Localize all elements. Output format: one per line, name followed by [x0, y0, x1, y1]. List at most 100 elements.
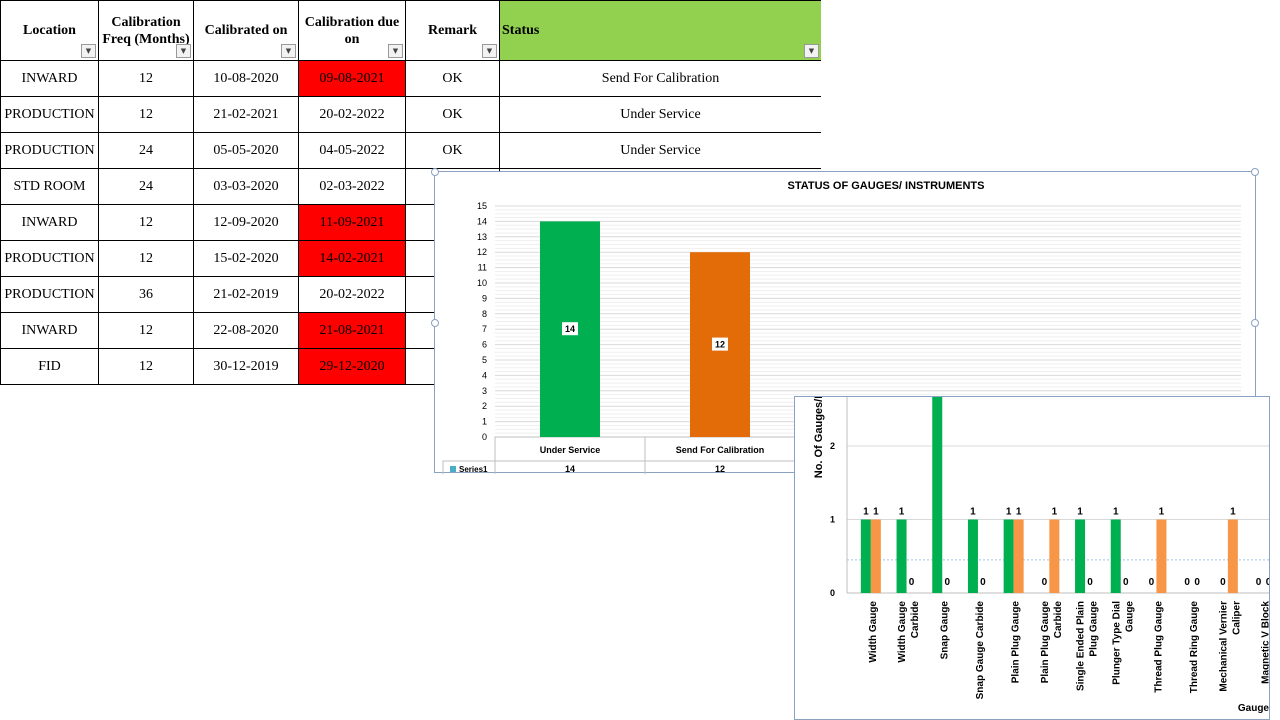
- data-label: 14: [565, 324, 575, 334]
- y-tick-label: 4: [482, 370, 487, 380]
- filter-dropdown-icon[interactable]: ▼: [804, 44, 819, 58]
- cell-calibration-freq[interactable]: 36: [98, 276, 194, 313]
- cell-calibrated-on[interactable]: 03-03-2020: [193, 168, 299, 205]
- cell-calibration-freq[interactable]: 12: [98, 204, 194, 241]
- filter-dropdown-icon[interactable]: ▼: [176, 44, 191, 58]
- cell-calibration-due[interactable]: 20-02-2022: [298, 96, 406, 133]
- cell-calibration-freq[interactable]: 12: [98, 60, 194, 97]
- cell-status[interactable]: Send For Calibration: [499, 60, 821, 97]
- header-calibration-due-label: Calibration due on: [304, 14, 400, 47]
- cell-calibrated-on[interactable]: 15-02-2020: [193, 240, 299, 277]
- filter-dropdown-icon[interactable]: ▼: [81, 44, 96, 58]
- data-label: 1: [873, 507, 879, 518]
- data-label: 1: [1016, 507, 1022, 518]
- data-label: 0: [1194, 577, 1200, 588]
- header-status-label: Status: [502, 23, 540, 38]
- y-tick-label: 2: [830, 441, 835, 451]
- resize-handle[interactable]: [1251, 319, 1259, 327]
- category-label: Send For Calibration: [676, 445, 765, 455]
- y-tick-label: 3: [482, 386, 487, 396]
- cell-location[interactable]: INWARD: [0, 312, 99, 349]
- cell-location[interactable]: INWARD: [0, 204, 99, 241]
- cell-calibration-due[interactable]: 11-09-2021: [298, 204, 406, 241]
- cell-calibration-due[interactable]: 14-02-2021: [298, 240, 406, 277]
- header-location[interactable]: Location ▼: [0, 0, 99, 61]
- data-label: 0: [1220, 577, 1226, 588]
- cell-calibration-freq[interactable]: 24: [98, 168, 194, 205]
- y-axis-title: No. Of Gauges/I: [813, 397, 825, 478]
- data-label: 0: [1087, 577, 1093, 588]
- y-tick-label: 5: [482, 355, 487, 365]
- cell-location[interactable]: STD ROOM: [0, 168, 99, 205]
- resize-handle[interactable]: [431, 319, 439, 327]
- cell-status[interactable]: Under Service: [499, 132, 821, 169]
- resize-handle[interactable]: [431, 168, 439, 176]
- header-remark[interactable]: Remark ▼: [405, 0, 500, 61]
- cell-calibration-due[interactable]: 09-08-2021: [298, 60, 406, 97]
- legend-swatch: [450, 466, 456, 472]
- cell-calibrated-on[interactable]: 10-08-2020: [193, 60, 299, 97]
- x-tick-label: Snap Gauge: [939, 601, 950, 660]
- cell-calibration-freq[interactable]: 12: [98, 312, 194, 349]
- header-calibrated-on-label: Calibrated on: [204, 23, 288, 38]
- data-label: 0: [1149, 577, 1155, 588]
- cell-location[interactable]: PRODUCTION: [0, 96, 99, 133]
- bar-orange: [1227, 519, 1238, 593]
- y-tick-label: 0: [830, 588, 835, 598]
- header-calibration-due[interactable]: Calibration due on ▼: [298, 0, 406, 61]
- cell-calibrated-on[interactable]: 05-05-2020: [193, 132, 299, 169]
- y-tick-label: 1: [482, 417, 487, 427]
- cell-calibration-due[interactable]: 02-03-2022: [298, 168, 406, 205]
- cell-calibrated-on[interactable]: 21-02-2021: [193, 96, 299, 133]
- cell-location[interactable]: PRODUCTION: [0, 240, 99, 277]
- x-tick-label: Snap Gauge Carbide: [975, 601, 986, 700]
- cell-calibration-due[interactable]: 29-12-2020: [298, 348, 406, 385]
- cell-remark[interactable]: OK: [405, 96, 500, 133]
- cell-calibration-freq[interactable]: 12: [98, 240, 194, 277]
- gauge-count-chart[interactable]: No. Of Gauges/I 0 1 2 1 1 Width Gauge 1 0 Width G…: [794, 396, 1270, 720]
- cell-calibration-freq[interactable]: 24: [98, 132, 194, 169]
- cell-calibration-due[interactable]: 21-08-2021: [298, 312, 406, 349]
- filter-dropdown-icon[interactable]: ▼: [281, 44, 296, 58]
- data-label: 1: [1230, 507, 1236, 518]
- x-tick-label: Width Gauge: [868, 601, 879, 663]
- x-tick-label: Magnetic V Block: [1261, 601, 1270, 684]
- cell-calibration-freq[interactable]: 12: [98, 96, 194, 133]
- resize-handle[interactable]: [1251, 168, 1259, 176]
- header-calibration-freq[interactable]: Calibration Freq (Months) ▼: [98, 0, 194, 61]
- y-tick-label: 1: [830, 515, 835, 525]
- bar-green: [967, 519, 978, 593]
- x-tick-label: Plunger Type Dial: [1111, 601, 1122, 685]
- data-label-box: [712, 337, 728, 351]
- cell-location[interactable]: PRODUCTION: [0, 132, 99, 169]
- filter-dropdown-icon[interactable]: ▼: [482, 44, 497, 58]
- cell-location[interactable]: INWARD: [0, 60, 99, 97]
- cell-calibrated-on[interactable]: 30-12-2019: [193, 348, 299, 385]
- bar-green: [1003, 519, 1014, 593]
- data-label: 12: [715, 340, 725, 350]
- y-tick-label: 12: [477, 247, 487, 257]
- category-label: Under Service: [540, 445, 601, 455]
- cell-calibration-due[interactable]: 04-05-2022: [298, 132, 406, 169]
- legend-cell: [442, 460, 496, 474]
- cell-remark[interactable]: OK: [405, 60, 500, 97]
- header-location-label: Location: [23, 23, 76, 38]
- cell-calibration-due[interactable]: 20-02-2022: [298, 276, 406, 313]
- cell-calibrated-on[interactable]: 21-02-2019: [193, 276, 299, 313]
- filter-dropdown-icon[interactable]: ▼: [388, 44, 403, 58]
- cell-location[interactable]: FID: [0, 348, 99, 385]
- x-tick-label: Carbide: [1053, 601, 1064, 639]
- header-calibration-freq-label: Calibration Freq (Months): [102, 14, 190, 47]
- x-tick-label: Thread Ring Gauge: [1189, 601, 1200, 694]
- header-status[interactable]: Status ▼: [499, 0, 821, 61]
- data-label: 1: [1077, 507, 1083, 518]
- header-calibrated-on[interactable]: Calibrated on ▼: [193, 0, 299, 61]
- cell-status[interactable]: Under Service: [499, 96, 821, 133]
- cell-remark[interactable]: OK: [405, 132, 500, 169]
- cell-location[interactable]: PRODUCTION: [0, 276, 99, 313]
- cell-calibrated-on[interactable]: 22-08-2020: [193, 312, 299, 349]
- y-tick-label: 0: [482, 432, 487, 442]
- cell-calibration-freq[interactable]: 12: [98, 348, 194, 385]
- cell-calibrated-on[interactable]: 12-09-2020: [193, 204, 299, 241]
